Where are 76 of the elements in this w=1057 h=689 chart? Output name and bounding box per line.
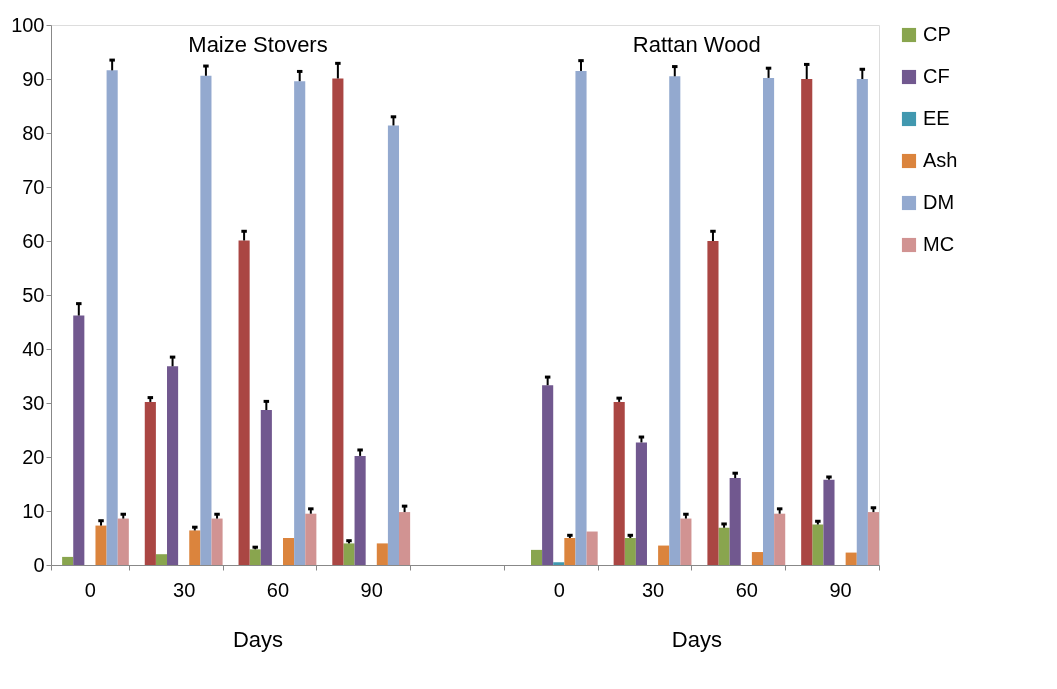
bar bbox=[399, 512, 411, 565]
bar bbox=[106, 70, 118, 565]
y-tick-label: 30 bbox=[22, 391, 45, 414]
bar bbox=[635, 442, 647, 565]
bar bbox=[762, 77, 775, 565]
y-tick-label: 20 bbox=[22, 445, 45, 468]
bar bbox=[167, 366, 179, 565]
legend-label: DM bbox=[923, 191, 955, 213]
bar bbox=[801, 79, 813, 565]
y-tick-label: 60 bbox=[22, 229, 45, 252]
bar bbox=[249, 549, 261, 565]
y-tick-label: 40 bbox=[22, 337, 45, 360]
bar bbox=[658, 545, 670, 565]
x-tick-label: 0 bbox=[84, 578, 96, 601]
bar bbox=[376, 543, 388, 565]
bar bbox=[95, 525, 107, 565]
bar bbox=[575, 70, 587, 565]
bar bbox=[283, 538, 295, 565]
bar bbox=[774, 513, 786, 565]
bar bbox=[144, 401, 156, 565]
x-tick-label: 60 bbox=[266, 578, 290, 601]
bar bbox=[294, 81, 306, 565]
bar bbox=[155, 554, 168, 565]
bar bbox=[823, 479, 835, 565]
legend-label: CP bbox=[923, 23, 951, 45]
bar bbox=[613, 401, 625, 565]
bar bbox=[542, 385, 554, 565]
bar bbox=[707, 241, 719, 565]
legend-label: EE bbox=[923, 107, 950, 129]
bar bbox=[200, 75, 212, 565]
bar bbox=[845, 552, 857, 565]
bar bbox=[189, 530, 201, 565]
y-tick-label: 50 bbox=[22, 283, 45, 306]
bar bbox=[564, 538, 576, 565]
annotation: Rattan Wood bbox=[632, 32, 761, 57]
bar bbox=[305, 513, 317, 565]
x-tick-label: 60 bbox=[735, 578, 758, 601]
bar bbox=[387, 125, 400, 565]
text: Days bbox=[232, 627, 284, 652]
y-tick-label: 100 bbox=[11, 13, 45, 36]
x-tick-label: 90 bbox=[829, 578, 852, 601]
bar bbox=[553, 562, 565, 565]
bar bbox=[530, 549, 543, 565]
legend-label: MC bbox=[923, 233, 955, 255]
x-tick-label: 30 bbox=[173, 578, 196, 601]
bar bbox=[867, 512, 879, 565]
y-tick-label: 10 bbox=[22, 499, 45, 522]
bar bbox=[238, 240, 250, 565]
y-tick-label: 80 bbox=[22, 121, 45, 144]
bar bbox=[718, 527, 730, 565]
bar bbox=[260, 410, 272, 565]
legend-label: CF bbox=[923, 65, 950, 87]
y-tick-label: 90 bbox=[22, 67, 45, 90]
text: Days bbox=[671, 627, 722, 652]
bar bbox=[751, 552, 763, 565]
y-tick-label: 70 bbox=[22, 175, 45, 198]
bar bbox=[73, 315, 85, 565]
bar bbox=[669, 76, 681, 565]
bar bbox=[62, 556, 74, 565]
x-tick-label: 0 bbox=[553, 578, 565, 601]
bar bbox=[624, 538, 636, 565]
bar bbox=[211, 518, 223, 565]
annotation: Maize Stovers bbox=[188, 32, 328, 57]
bar bbox=[856, 79, 868, 565]
x-tick-label: 30 bbox=[641, 578, 665, 601]
bar bbox=[354, 455, 366, 565]
bar bbox=[729, 478, 741, 565]
bar bbox=[586, 531, 598, 565]
legend-label: Ash bbox=[923, 149, 958, 171]
bar bbox=[117, 518, 129, 565]
y-tick-label: 0 bbox=[33, 553, 45, 576]
bar bbox=[812, 524, 824, 565]
bar bbox=[680, 518, 692, 565]
bar bbox=[332, 78, 344, 565]
x-tick-label: 90 bbox=[360, 578, 383, 601]
bar bbox=[343, 543, 355, 565]
